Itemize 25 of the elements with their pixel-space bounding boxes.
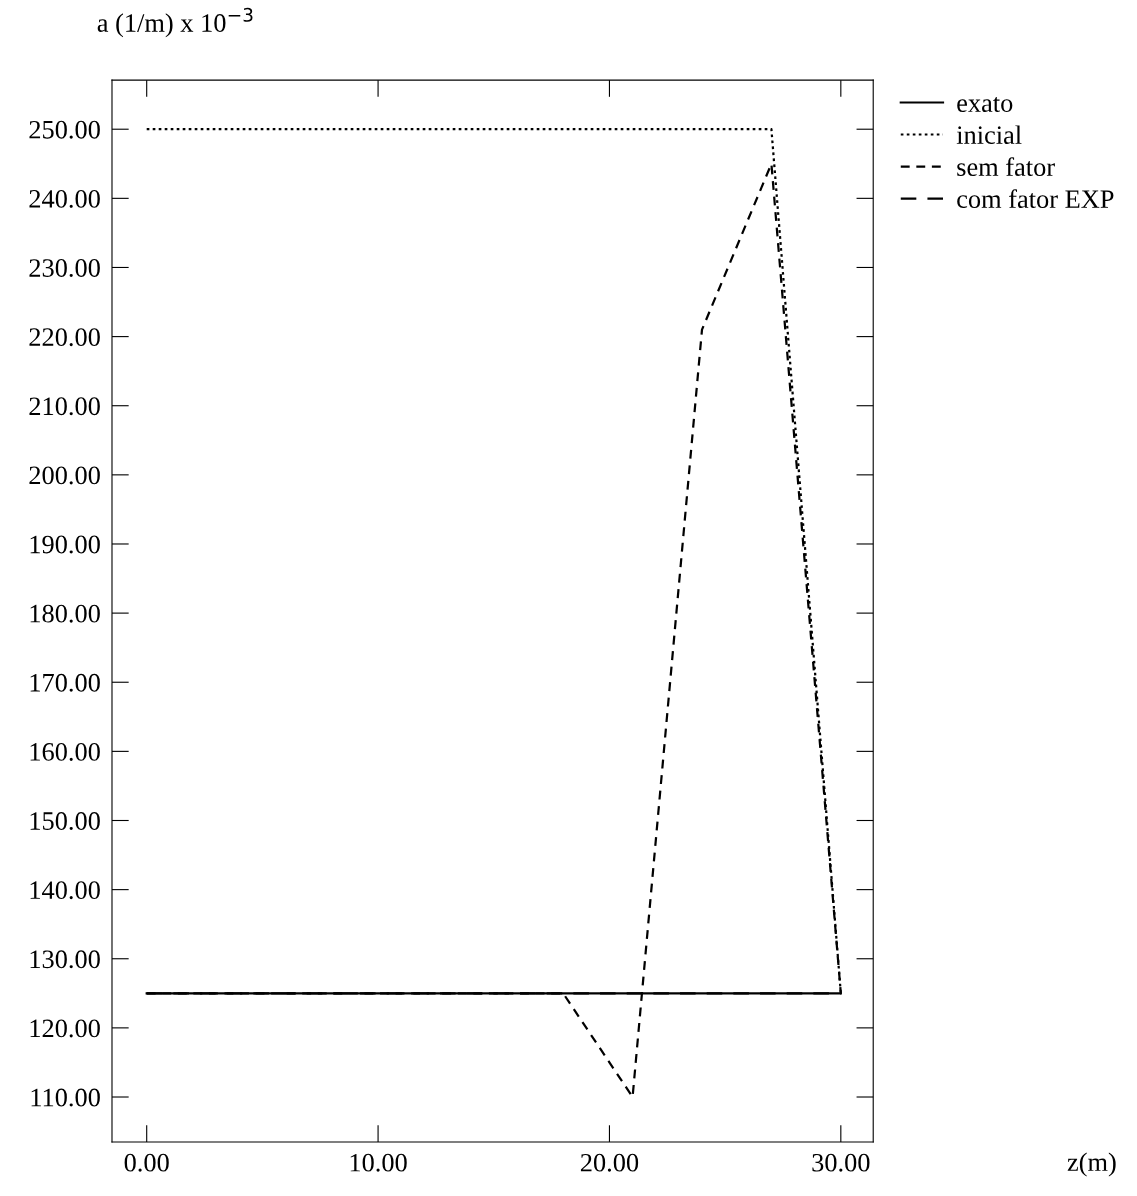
x-tick-label: 20.00 [580, 1153, 639, 1172]
y-tick-label: 160.00 [30, 742, 100, 761]
y-tick-label: 150.00 [30, 812, 100, 831]
y-tick-label: 130.00 [30, 950, 100, 969]
y-tick-label: 250.00 [29, 120, 100, 139]
text: z(m) [1067, 1152, 1116, 1177]
legend-label: sem fator [957, 157, 1055, 177]
y-tick-label: 240.00 [29, 189, 100, 208]
y-tick-label: 200.00 [29, 466, 100, 485]
y-tick-label: 220.00 [29, 328, 100, 347]
y-tick-label: 230.00 [29, 259, 100, 277]
x-tick-label: 0.00 [124, 1153, 169, 1172]
x-tick-label: 10.00 [350, 1153, 407, 1172]
y-tick-label: 190.00 [30, 535, 100, 554]
legend-label: exato [957, 96, 1013, 112]
y-tick-label: 110.00 [31, 1088, 100, 1107]
y-axis-title: a (1/m) x 10$^{−3}$ [97, 7, 253, 38]
y-tick-label: 170.00 [30, 673, 100, 692]
y-tick-label: 180.00 [30, 604, 100, 623]
legend-label: com fator EXP [957, 189, 1114, 209]
legend-label: inicial [956, 125, 1022, 144]
x-tick-label: 30.00 [812, 1153, 870, 1172]
y-tick-label: 120.00 [30, 1019, 100, 1038]
y-tick-label: 140.00 [30, 881, 100, 900]
y-tick-label: 210.00 [29, 397, 100, 416]
